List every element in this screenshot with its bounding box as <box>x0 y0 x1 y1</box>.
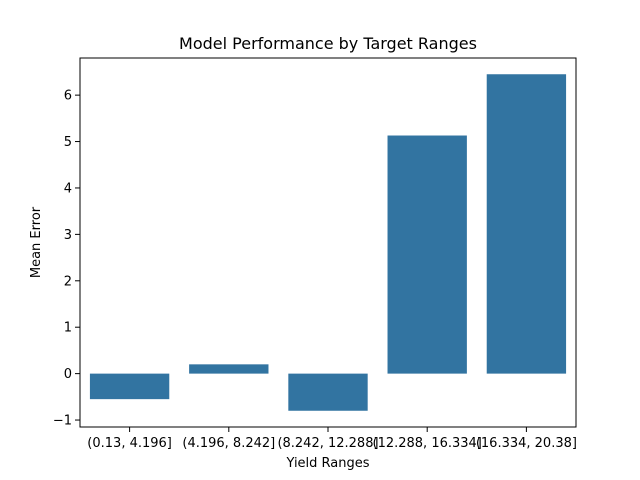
x-axis-label: Yield Ranges <box>285 456 369 471</box>
x-tick-label-0: (0.13, 4.196] <box>87 436 172 451</box>
x-tick-label-2: (8.242, 12.288] <box>277 436 378 451</box>
y-tick-label-1: 0 <box>64 367 72 382</box>
bars-group <box>89 74 567 411</box>
bar-1 <box>189 364 269 374</box>
plot-frame <box>79 57 577 428</box>
y-tick-label-2: 1 <box>64 321 72 336</box>
x-tick-label-1: (4.196, 8.242] <box>182 436 275 451</box>
y-tick-label-0: −1 <box>53 414 72 429</box>
bar-0 <box>89 373 170 400</box>
y-axis-label: Mean Error <box>29 206 44 278</box>
y-tick-label-6: 5 <box>64 135 72 150</box>
x-axis-ticks: (0.13, 4.196] (4.196, 8.242] (8.242, 12.28… <box>87 427 577 451</box>
y-tick-label-5: 4 <box>64 181 72 196</box>
chart-title: Model Performance by Target Ranges <box>179 34 477 53</box>
x-tick-label-4: (16.334, 20.38] <box>476 436 577 451</box>
y-axis-ticks: −1 0 1 2 3 4 5 6 <box>53 89 80 429</box>
y-tick-label-7: 6 <box>64 89 72 104</box>
y-tick-label-3: 2 <box>64 274 72 289</box>
bar-4 <box>486 74 567 374</box>
y-tick-label-4: 3 <box>64 228 72 243</box>
bar-3 <box>387 135 467 374</box>
bar-2 <box>288 373 368 411</box>
x-tick-label-3: (12.288, 16.334] <box>373 436 482 451</box>
